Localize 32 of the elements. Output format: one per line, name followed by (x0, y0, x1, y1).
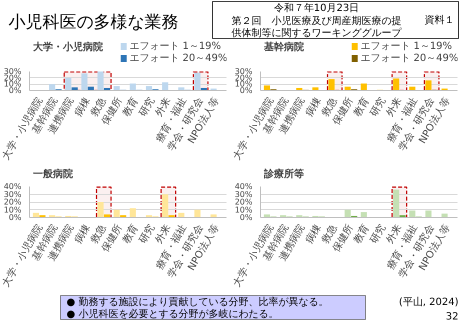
legend-label: エフォート 20～49% (360, 53, 458, 64)
chart-title: 一般病院 (32, 168, 73, 180)
chart-title: 大学・小児病院 (32, 41, 103, 53)
y-tick-label: 0% (8, 213, 22, 222)
y-tick-label: 20% (234, 198, 253, 206)
y-tick-label: 40% (234, 182, 253, 191)
text: 資料１ (424, 14, 454, 26)
text: ● 小児科医を必要とする分野が多岐にわたる。 (66, 308, 278, 320)
y-tick-label: 30% (4, 67, 22, 76)
y-tick-label: 30% (4, 190, 22, 199)
y-tick-label: 0% (240, 86, 253, 95)
y-tick-label: 20% (234, 73, 253, 82)
y-tick-label: 20% (4, 198, 22, 206)
legend-label: エフォート 20～49% (129, 53, 228, 64)
y-tick-label: 10% (234, 205, 253, 214)
y-tick-label: 40% (4, 182, 22, 191)
text: ● 勤務する施設により貢献している分野、比率が異なる。 (66, 296, 328, 308)
y-tick-label: 30% (234, 190, 253, 199)
legend-label: エフォート 1～19% (360, 41, 452, 52)
chart-title: 基幹病院 (262, 41, 304, 53)
text: 令和７年10月23日 (274, 2, 360, 14)
y-tick-label: 0% (240, 213, 253, 222)
text: 第２回 小児医療及び周産期医療の提供体制等に関するワーキンググループ (232, 15, 402, 39)
y-tick-label: 20% (4, 73, 22, 82)
chart-title: 診療所等 (262, 168, 304, 180)
y-tick-label: 30% (234, 67, 253, 76)
text: 小児科医の多様な業務 (8, 12, 178, 32)
text: (平山, 2024) (398, 296, 459, 308)
text: 32 (446, 312, 459, 320)
y-tick-label: 0% (8, 86, 22, 95)
legend-label: エフォート 1～19% (129, 41, 222, 52)
y-tick-label: 10% (4, 205, 22, 214)
